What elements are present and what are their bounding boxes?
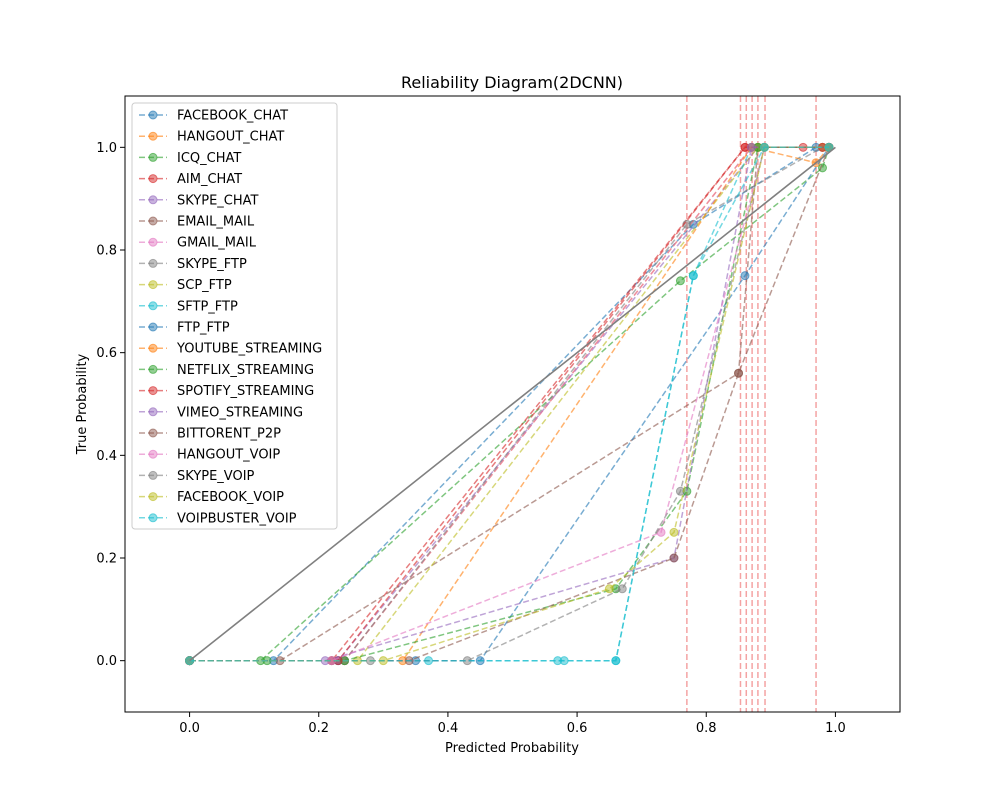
y-tick-label-0: 0.0 — [96, 654, 117, 669]
data-point-skype-voip-4 — [675, 486, 685, 496]
y-tick-label-1: 0.2 — [96, 552, 117, 567]
legend-marker-skype-ftp — [148, 258, 158, 268]
data-point-facebook-voip-3 — [669, 527, 679, 537]
legend-marker-bittorent-p2p — [148, 428, 158, 438]
data-point-facebook-voip-2 — [604, 584, 614, 594]
legend-marker-voipbuster-voip — [148, 513, 158, 523]
legend-label-skype-ftp: SKYPE_FTP — [177, 257, 247, 272]
series-line-ftp-ftp — [189, 146, 830, 662]
x-tick-label-3: 0.6 — [567, 721, 588, 736]
data-point-voipbuster-voip-1 — [559, 656, 569, 666]
series-line-youtube-streaming — [189, 146, 829, 662]
y-axis-label: True Probability — [75, 353, 90, 455]
legend-marker-sftp-ftp — [148, 301, 158, 311]
legend-label-icq-chat: ICQ_CHAT — [177, 151, 241, 166]
legend-label-bittorent-p2p: BITTORENT_P2P — [177, 427, 281, 442]
data-point-skype-voip-3 — [617, 584, 627, 594]
chart-title: Reliability Diagram(2DCNN) — [401, 73, 623, 92]
series-line-voipbuster-voip — [189, 146, 829, 662]
legend-label-skype-voip: SKYPE_VOIP — [177, 469, 255, 484]
data-point-voipbuster-voip-4 — [759, 142, 769, 152]
legend-label-voipbuster-voip: VOIPBUSTER_VOIP — [177, 511, 297, 526]
legend-label-netflix-streaming: NETFLIX_STREAMING — [177, 363, 314, 378]
perfect-calibration-line — [189, 146, 836, 662]
x-tick-label-0: 0.0 — [179, 721, 200, 736]
legend-label-sftp-ftp: SFTP_FTP — [177, 299, 238, 314]
data-point-bittorent-p2p-3 — [669, 553, 679, 563]
data-point-ftp-ftp-4 — [740, 271, 750, 281]
legend-marker-youtube-streaming — [148, 343, 158, 353]
x-tick-label-1: 0.2 — [308, 721, 329, 736]
legend-label-gmail-mail: GMAIL_MAIL — [177, 236, 257, 251]
legend-marker-icq-chat — [148, 152, 158, 162]
axis-ticks: 0.0 0.2 0.4 0.6 0.8 1.0 0.0 0.2 0.4 0.6 0.8 1.0 — [96, 141, 845, 736]
legend-label-email-mail: EMAIL_MAIL — [177, 215, 255, 230]
x-tick-label-4: 0.8 — [696, 721, 717, 736]
data-point-vimeo-streaming-3 — [746, 142, 756, 152]
legend-marker-hangout-chat — [148, 131, 158, 141]
legend: FACEBOOK_CHAT HANGOUT_CHAT ICQ_CHAT AIM_CHA… — [131, 102, 338, 530]
y-tick-label-5: 1.0 — [96, 141, 117, 156]
legend-label-aim-chat: AIM_CHAT — [177, 172, 242, 187]
data-point-icq-chat-2 — [675, 276, 685, 286]
legend-label-scp-ftp: SCP_FTP — [177, 278, 232, 293]
data-point-bittorent-p2p-4 — [734, 368, 744, 378]
legend-marker-netflix-streaming — [148, 364, 158, 374]
y-tick-label-3: 0.6 — [96, 346, 117, 361]
x-tick-label-5: 1.0 — [825, 721, 846, 736]
plot-frame — [124, 95, 901, 713]
legend-label-spotify-streaming: SPOTIFY_STREAMING — [177, 384, 314, 399]
y-tick-label-4: 0.8 — [96, 244, 117, 259]
legend-label-hangout-chat: HANGOUT_CHAT — [177, 130, 284, 145]
legend-box — [131, 102, 338, 530]
legend-marker-gmail-mail — [148, 237, 158, 247]
legend-label-vimeo-streaming: VIMEO_STREAMING — [177, 405, 303, 420]
legend-label-ftp-ftp: FTP_FTP — [177, 321, 230, 336]
data-point-voipbuster-voip-2 — [611, 656, 621, 666]
legend-label-facebook-voip: FACEBOOK_VOIP — [177, 490, 284, 505]
x-tick-label-2: 0.4 — [438, 721, 459, 736]
legend-marker-email-mail — [148, 216, 158, 226]
data-point-voipbuster-voip-5 — [824, 142, 834, 152]
legend-marker-facebook-voip — [148, 492, 158, 502]
legend-marker-skype-voip — [148, 470, 158, 480]
legend-label-youtube-streaming: YOUTUBE_STREAMING — [176, 342, 322, 357]
legend-label-skype-chat: SKYPE_CHAT — [177, 193, 259, 208]
y-tick-label-2: 0.4 — [96, 449, 117, 464]
legend-marker-facebook-chat — [148, 110, 158, 120]
legend-label-hangout-voip: HANGOUT_VOIP — [177, 448, 280, 463]
legend-marker-ftp-ftp — [148, 322, 158, 332]
x-axis-label: Predicted Probability — [445, 741, 579, 756]
legend-marker-vimeo-streaming — [148, 407, 158, 417]
plot-area — [185, 96, 836, 712]
legend-marker-scp-ftp — [148, 280, 158, 290]
legend-marker-aim-chat — [148, 174, 158, 184]
legend-marker-spotify-streaming — [148, 386, 158, 396]
data-point-hangout-voip-2 — [656, 527, 666, 537]
legend-label-facebook-chat: FACEBOOK_CHAT — [177, 109, 288, 124]
data-point-voipbuster-voip-3 — [688, 271, 698, 281]
legend-marker-hangout-voip — [148, 449, 158, 459]
legend-marker-skype-chat — [148, 195, 158, 205]
